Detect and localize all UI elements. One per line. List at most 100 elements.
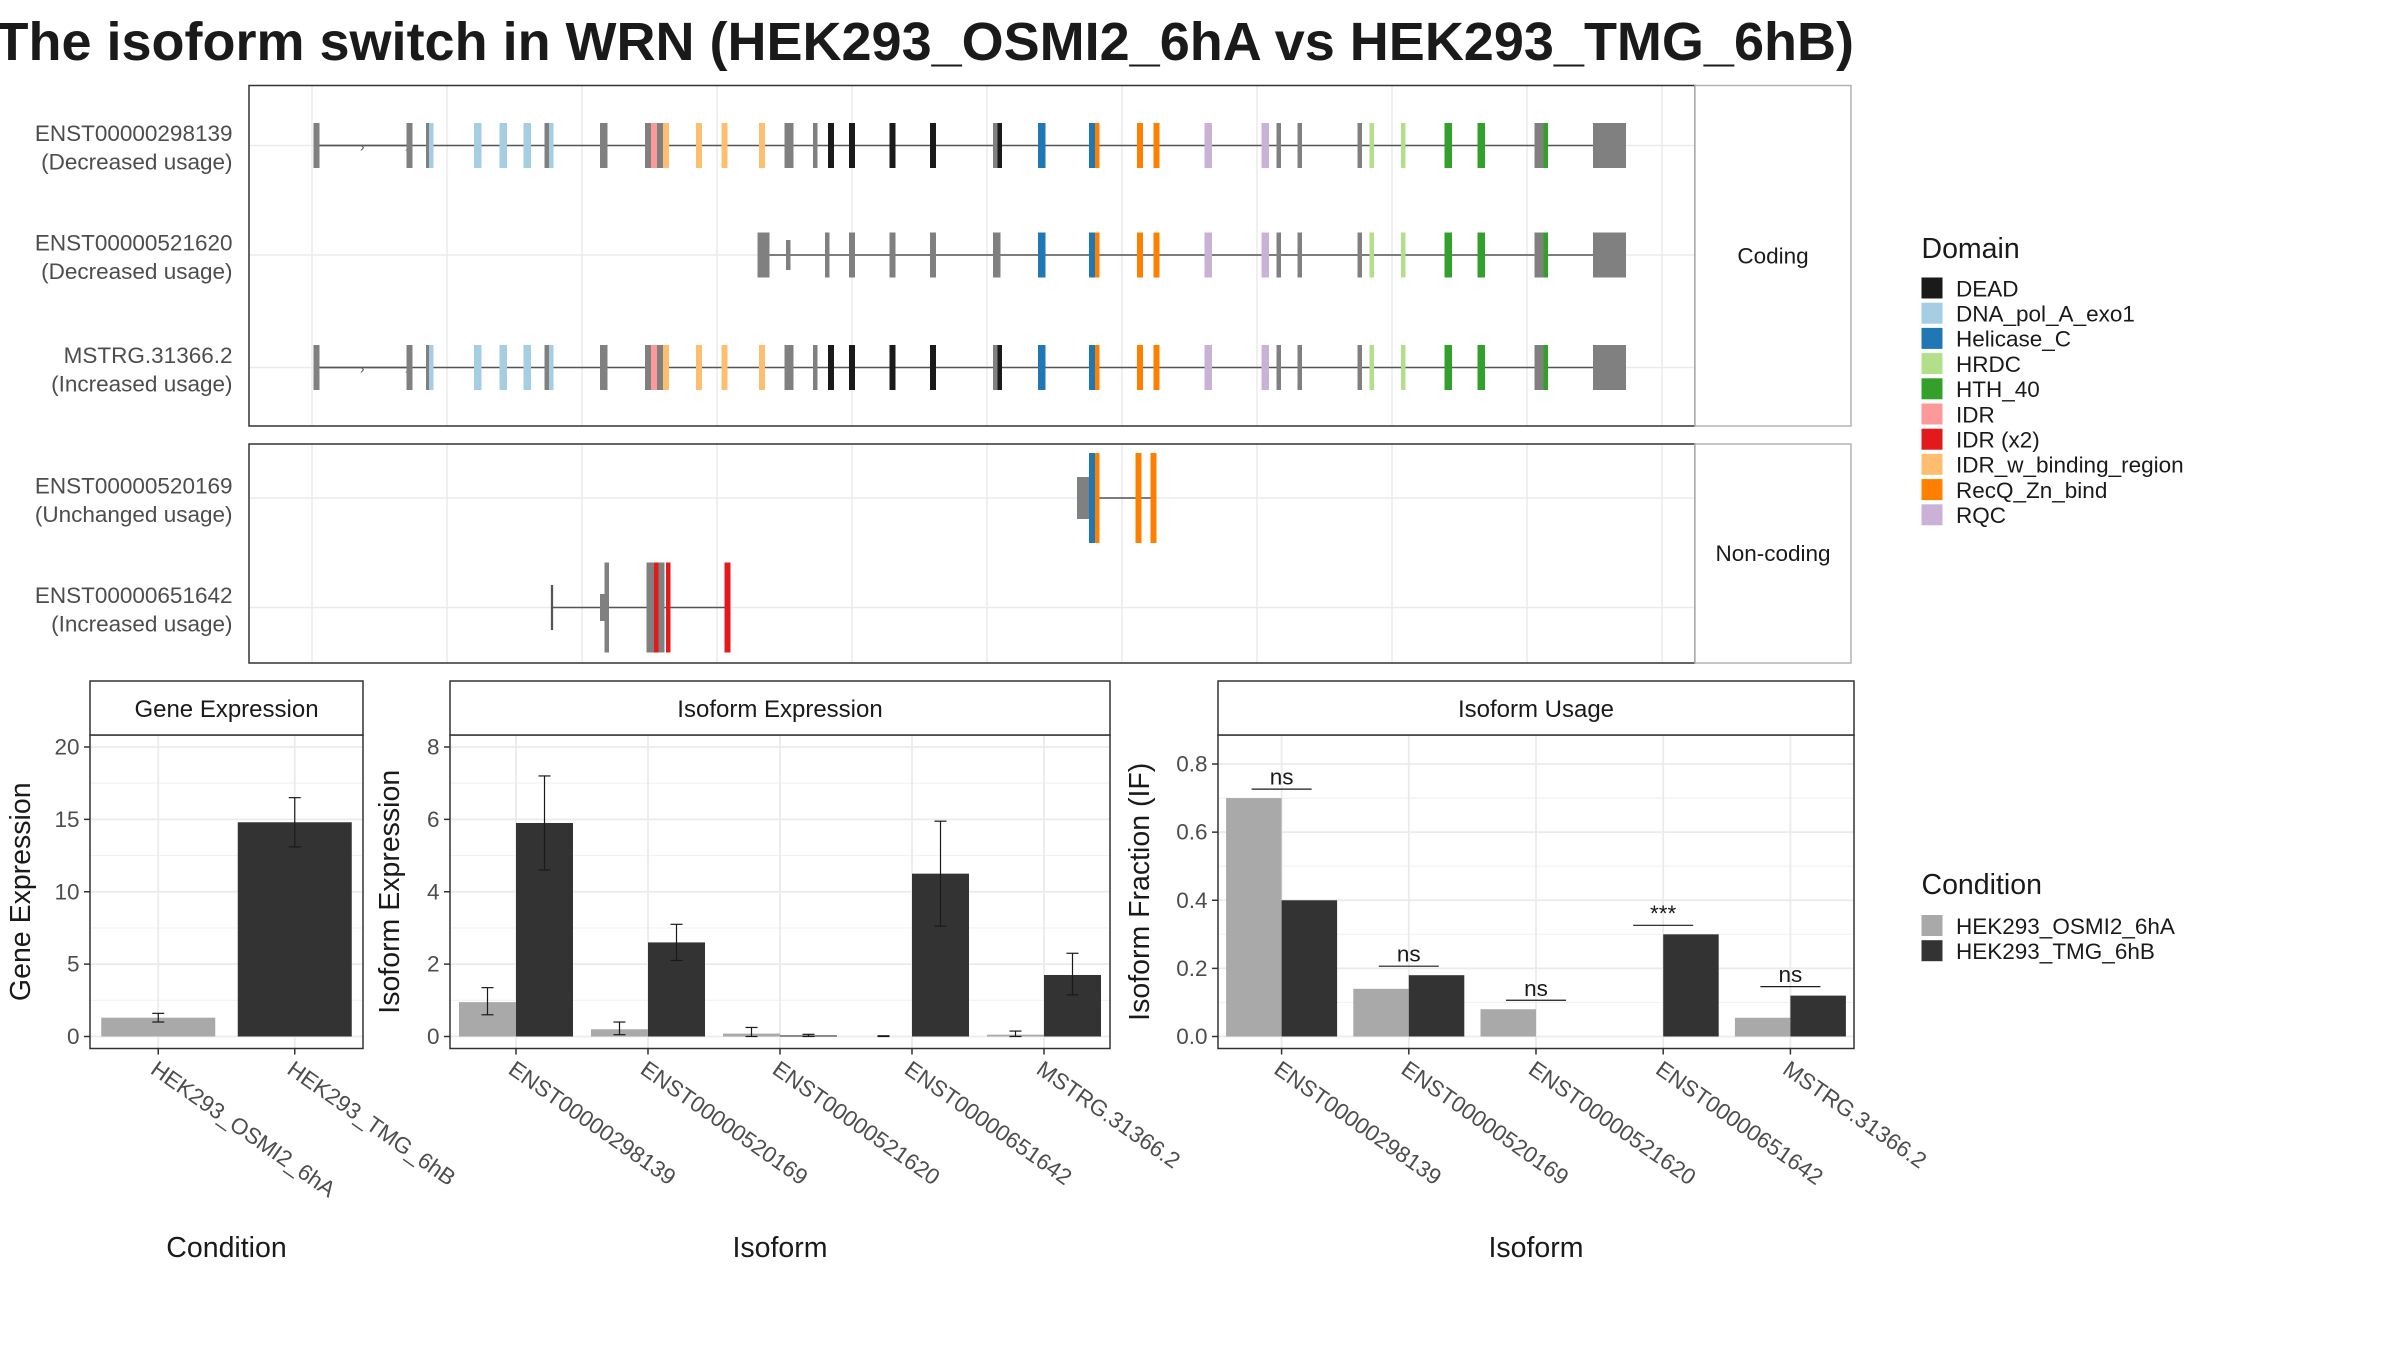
- exon: [426, 123, 431, 168]
- legend-key: [1921, 504, 1943, 526]
- bar: [1480, 1009, 1536, 1037]
- exon: [993, 123, 999, 168]
- exon: [313, 345, 320, 390]
- significance-label: ns: [1270, 765, 1294, 790]
- exon: [1477, 345, 1485, 390]
- exon: [828, 345, 834, 390]
- legend-title: Domain: [1922, 233, 2020, 265]
- isoform-expression-panel: ENST00000298139ENST00000520169ENST000005…: [374, 680, 1185, 1264]
- exon: [1477, 123, 1485, 168]
- facet-strip: [1694, 84, 1852, 427]
- y-axis-title: Isoform Expression: [374, 770, 406, 1014]
- exon: [1297, 123, 1302, 168]
- exon: [1369, 232, 1374, 278]
- exon: [1089, 232, 1097, 278]
- facet-strip-label: Non-coding: [1715, 541, 1830, 566]
- exon: [1038, 345, 1046, 390]
- legend-key: [1921, 403, 1943, 425]
- legend-label: IDR_w_binding_region: [1956, 453, 2184, 478]
- exon: [474, 345, 482, 390]
- facet-strip: [1694, 443, 1852, 664]
- legend-key: [1921, 302, 1943, 324]
- facet-strip-label: Gene Expression: [134, 696, 318, 723]
- bar: [101, 1017, 216, 1037]
- exon: [663, 123, 669, 168]
- bar: [1226, 798, 1282, 1037]
- facet-strip: [1217, 680, 1855, 736]
- exon: [663, 345, 669, 390]
- legend-key: [1921, 940, 1943, 962]
- legend-label: IDR: [1956, 402, 1995, 427]
- significance-label: ***: [1650, 901, 1677, 926]
- exon: [849, 345, 855, 390]
- exon: [1401, 232, 1406, 278]
- exon: [1089, 453, 1097, 543]
- exon: [1204, 345, 1212, 390]
- facet-strip: [89, 680, 364, 736]
- y-tick-label: 0.8: [1176, 752, 1207, 777]
- figure-title: The isoform switch in WRN (HEK293_OSMI2_…: [0, 12, 1854, 72]
- y-tick-label: 10: [54, 879, 79, 904]
- exon: [1204, 232, 1212, 278]
- exon: [724, 562, 731, 653]
- exon: [1095, 345, 1100, 390]
- domain-legend: Domain DEADDNA_pol_A_exo1Helicase_CHRDCHT…: [1921, 233, 2184, 528]
- exon: [1153, 345, 1160, 390]
- exon: [604, 562, 609, 653]
- isoform-id-label: ENST00000298139: [35, 121, 233, 146]
- significance-label: ns: [1524, 976, 1548, 1001]
- exon: [721, 123, 728, 168]
- x-axis-title: Isoform: [1488, 1232, 1583, 1264]
- exon: [1357, 232, 1362, 278]
- exon: [1137, 345, 1143, 390]
- y-tick-label: 0: [67, 1024, 80, 1049]
- exon: [1153, 232, 1160, 278]
- exon: [523, 345, 531, 390]
- exon: [930, 232, 936, 278]
- exon: [1095, 232, 1100, 278]
- y-tick-label: 5: [67, 952, 80, 977]
- utr-block: [1593, 345, 1626, 390]
- exon: [759, 123, 765, 168]
- exon: [1261, 345, 1269, 390]
- exon: [889, 345, 896, 390]
- exon: [499, 123, 507, 168]
- exon: [696, 123, 702, 168]
- bar: [1663, 934, 1719, 1037]
- y-tick-label: 0.0: [1176, 1024, 1207, 1049]
- legend-key: [1921, 428, 1943, 450]
- transcript-panel-non-coding: Non-coding: [248, 443, 1852, 664]
- y-tick-label: 0.4: [1176, 888, 1207, 913]
- exon: [1137, 232, 1143, 278]
- exon: [406, 345, 413, 390]
- exon: [1444, 123, 1452, 168]
- exon: [1401, 123, 1406, 168]
- legend-label: HRDC: [1956, 352, 2021, 377]
- exon: [721, 345, 728, 390]
- exon: [1204, 123, 1212, 168]
- exon: [600, 123, 608, 168]
- exon: [1444, 345, 1452, 390]
- exon: [1137, 123, 1143, 168]
- isoform-id-label: ENST00000651642: [35, 583, 233, 608]
- legend-key: [1921, 378, 1943, 400]
- facet-strip-label: Isoform Expression: [677, 696, 882, 723]
- legend-key: [1921, 353, 1943, 375]
- exon: [1095, 123, 1100, 168]
- y-axis-title: Gene Expression: [5, 782, 37, 1001]
- exon: [666, 562, 671, 653]
- exon: [789, 123, 794, 168]
- exon: [786, 240, 791, 270]
- exon: [429, 345, 434, 390]
- bar: [1734, 1017, 1791, 1037]
- legend-key: [1921, 327, 1943, 349]
- isoform-id-label: ENST00000520169: [35, 474, 233, 499]
- exon: [1261, 232, 1269, 278]
- significance-label: ns: [1779, 962, 1803, 987]
- exon: [1297, 232, 1302, 278]
- legend-label: DNA_pol_A_exo1: [1956, 301, 2135, 326]
- exon: [1150, 453, 1157, 543]
- legend-label: HEK293_OSMI2_6hA: [1956, 914, 2175, 939]
- exon: [1369, 345, 1374, 390]
